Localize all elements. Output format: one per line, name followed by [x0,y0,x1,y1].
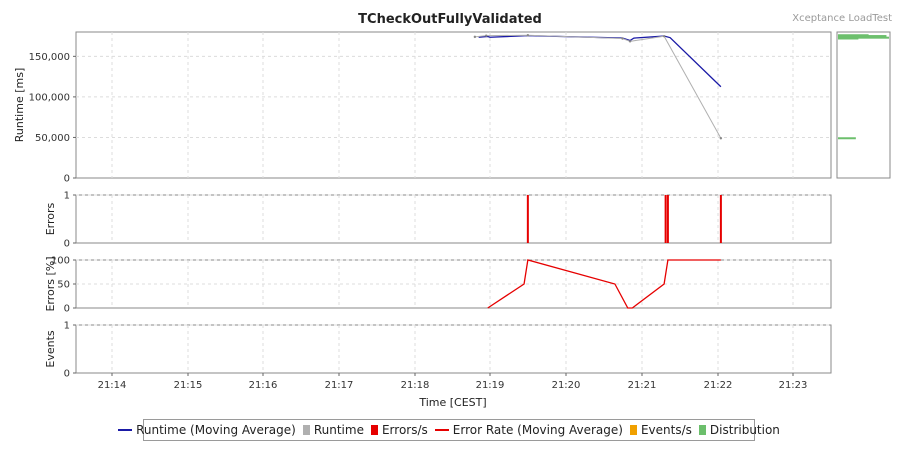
runtime-panel-point [485,34,488,37]
errors-panel-y-axis-label: Errors [44,202,57,235]
legend-item: Errors/s [370,423,428,437]
chart-title: TCheckOutFullyValidated [358,12,542,27]
events-panel-y-tick-label: 0 [64,369,70,380]
legend-swatch [434,429,449,431]
legend-item: Error Rate (Moving Average) [434,423,623,437]
legend-label: Distribution [709,423,780,437]
errors-panel-bar [666,195,669,243]
runtime-panel-point [473,35,477,39]
x-tick-label: 21:22 [704,380,733,391]
errors-panel-y-tick-label: 1 [64,191,70,202]
x-tick-label: 21:23 [779,380,808,391]
runtime-panel-point [662,35,666,38]
error-rate-panel-y-tick-label: 50 [57,280,70,291]
distribution-bar [838,36,889,39]
distribution-bar [838,37,859,40]
runtime-panel-y-tick-label: 150,000 [29,52,70,63]
errors-panel-plot-area [75,194,832,244]
legend-label: Errors/s [381,423,428,437]
runtime-panel-y-axis-label: Runtime [ms] [13,68,26,142]
legend-swatch [698,425,706,435]
legend-item: Events/s [629,423,692,437]
runtime-panel-y-tick-label: 100,000 [29,92,70,103]
events-panel-y-axis-label: Events [44,330,57,368]
x-axis-label: Time [CEST] [418,396,486,409]
x-tick-label: 21:17 [325,380,354,391]
x-tick-label: 21:18 [401,380,430,391]
error-rate-panel-y-tick-label: 0 [64,304,70,315]
x-tick-label: 21:15 [174,380,203,391]
runtime-panel-point [621,37,624,40]
error-rate-panel-series-line-0 [487,259,721,309]
legend-item: Runtime [302,423,364,437]
runtime-panel-series-line-0 [478,34,722,88]
errors-panel-bar [664,195,667,243]
runtime-panel-y-tick-label: 0 [64,174,70,185]
errors-panel-bar [719,195,722,243]
chart-legend: Runtime (Moving Average) Runtime Errors/s E… [118,419,780,441]
runtime-panel-point [628,40,632,43]
distribution-bar [838,137,856,140]
x-tick-label: 21:21 [628,380,657,391]
errors-panel-bar [526,195,529,243]
runtime-panel-y-tick-label: 50,000 [35,133,70,144]
legend-label: Error Rate (Moving Average) [452,423,623,437]
runtime-panel-plot-area [75,31,832,179]
legend-swatch [370,425,378,435]
x-tick-label: 21:14 [98,380,127,391]
legend-label: Runtime (Moving Average) [136,423,296,437]
legend-item: Distribution [698,423,780,437]
runtime-panel-point [526,34,530,37]
legend-swatch [302,425,310,435]
x-tick-label: 21:16 [249,380,278,391]
errors-panel-y-tick-label: 0 [64,239,70,250]
brand-label: Xceptance LoadTest [792,13,892,24]
legend-item: Runtime (Moving Average) [118,423,296,437]
x-tick-label: 21:20 [552,380,581,391]
legend-label: Events/s [640,423,692,437]
distribution-bar [838,34,869,37]
legend-label: Runtime [313,423,364,437]
error-rate-panel-plot-area [75,259,832,309]
x-tick-label: 21:19 [476,380,505,391]
error-rate-panel-y-tick-label: 100 [51,256,70,267]
legend-swatch [118,429,133,431]
events-panel-y-tick-label: 1 [64,321,70,332]
legend-swatch [629,425,637,435]
runtime-panel-point [719,137,723,140]
events-panel-plot-area [75,324,832,374]
distribution-plot-area [836,31,891,179]
error-rate-panel-y-axis-label: Errors [%] [44,256,57,311]
